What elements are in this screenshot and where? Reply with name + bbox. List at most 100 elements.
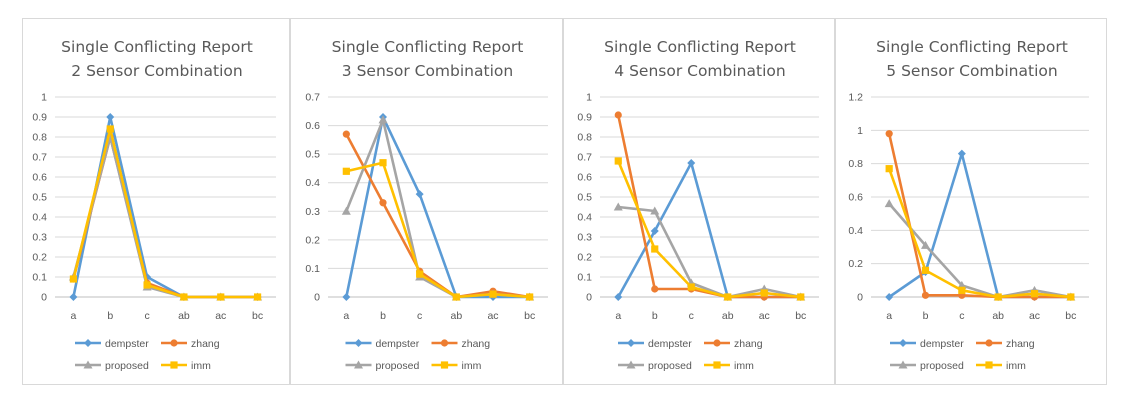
x-tick-label: bc [795, 310, 806, 322]
series-zhang [885, 130, 1075, 301]
data-point-imm [797, 293, 805, 301]
x-tick-label: ab [992, 310, 1004, 322]
legend-marker-imm [440, 361, 449, 369]
x-tick-label: bc [252, 310, 263, 322]
series-dempster [342, 113, 534, 301]
legend-item-proposed: proposed [618, 360, 692, 372]
legend-item-proposed: proposed [345, 360, 420, 372]
y-tick-label: 0.4 [32, 212, 47, 224]
y-tick-label: 1 [857, 125, 863, 137]
legend-label-proposed: proposed [376, 360, 420, 372]
data-point-proposed [613, 202, 623, 211]
y-tick-label: 0.6 [848, 192, 863, 204]
x-tick-label: c [959, 310, 964, 322]
legend-marker-dempster [84, 339, 92, 347]
series-line-dempster [345, 115, 531, 299]
y-tick-label: 0.5 [305, 149, 320, 161]
legend-marker-dempster [627, 339, 635, 347]
series-line-proposed [887, 202, 1073, 299]
series-line-zhang [887, 132, 1073, 299]
y-tick-label: 0.6 [577, 172, 592, 184]
series-line-dempster [887, 152, 1073, 299]
y-tick-label: 0 [857, 292, 863, 304]
y-tick-label: 1 [586, 92, 592, 104]
series-line-zhang [616, 113, 803, 299]
x-tick-label: ab [722, 310, 734, 322]
chart-panel-3: Single Conflicting Report 4 Sensor Combin… [563, 18, 835, 385]
data-point-imm [958, 286, 966, 294]
data-point-imm [526, 293, 534, 301]
y-tick-label: 0 [586, 292, 592, 304]
legend-label-imm: imm [1006, 360, 1026, 372]
y-tick-label: 1 [41, 92, 47, 104]
data-point-imm [416, 270, 424, 278]
series-line-dempster [72, 115, 259, 299]
y-tick-label: 0.1 [305, 263, 320, 275]
legend-item-imm: imm [431, 360, 482, 372]
legend-item-proposed: proposed [75, 360, 149, 372]
data-point-imm [1067, 293, 1075, 301]
y-tick-label: 0.2 [577, 252, 592, 264]
legend-marker-dempster [899, 339, 907, 347]
x-tick-label: ab [178, 310, 190, 322]
legend-label-proposed: proposed [105, 360, 149, 372]
x-tick-label: a [886, 310, 892, 322]
legend-marker-proposed [898, 360, 908, 369]
x-tick-label: ab [450, 310, 462, 322]
series-dempster [69, 113, 262, 301]
x-tick-label: a [70, 310, 76, 322]
chart-svg-4: Single Conflicting Report 5 Sensor Combin… [848, 38, 1089, 372]
y-tick-label: 0.8 [848, 158, 863, 170]
chart-title-line: 5 Sensor Combination [886, 62, 1057, 80]
legend-label-zhang: zhang [191, 338, 220, 350]
chart-panel-1: Single Conflicting Report 2 Sensor Combin… [22, 18, 290, 385]
data-point-imm [760, 289, 768, 297]
data-point-imm [921, 266, 930, 274]
y-tick-label: 0.3 [32, 232, 47, 244]
series-line-imm [345, 161, 531, 299]
data-point-imm [489, 290, 497, 298]
chart-title-line: Single Conflicting Report [604, 38, 796, 56]
data-point-imm [217, 293, 225, 301]
x-tick-label: a [343, 310, 349, 322]
x-tick-label: c [417, 310, 422, 322]
data-point-dempster [415, 190, 424, 199]
series-line-proposed [345, 118, 531, 299]
x-tick-label: ac [487, 310, 498, 322]
y-tick-label: 0 [41, 292, 47, 304]
legend-item-dempster: dempster [618, 338, 692, 350]
data-point-dempster [342, 293, 351, 301]
data-point-imm [143, 281, 151, 289]
legend-marker-proposed [354, 360, 363, 369]
y-tick-label: 0.4 [577, 212, 592, 224]
legend-label-dempster: dempster [376, 338, 420, 350]
chart-title-line: 2 Sensor Combination [71, 62, 242, 80]
x-tick-label: ac [1029, 310, 1040, 322]
x-tick-label: a [615, 310, 621, 322]
chart-title-line: Single Conflicting Report [332, 38, 524, 56]
legend-item-imm: imm [161, 360, 211, 372]
legend-marker-zhang [713, 339, 721, 347]
chart-svg-2: Single Conflicting Report 3 Sensor Combin… [305, 38, 548, 372]
data-point-zhang [651, 285, 659, 293]
data-point-dempster [106, 113, 115, 121]
y-tick-label: 0.6 [32, 172, 47, 184]
y-tick-label: 0.9 [577, 112, 592, 124]
data-point-proposed [650, 206, 660, 215]
data-point-imm [253, 293, 262, 301]
chart-title-line: Single Conflicting Report [61, 38, 253, 56]
data-point-zhang [342, 130, 350, 138]
x-tick-label: b [652, 310, 658, 322]
x-tick-label: b [380, 310, 386, 322]
legend-label-imm: imm [462, 360, 482, 372]
legend-label-proposed: proposed [920, 360, 964, 372]
data-point-imm [687, 283, 695, 291]
y-tick-label: 0.7 [32, 152, 47, 164]
series-dempster [885, 149, 1075, 301]
x-tick-label: bc [524, 310, 535, 322]
series-zhang [614, 111, 805, 301]
data-point-imm [1030, 290, 1039, 298]
data-point-proposed [884, 199, 894, 208]
chart-title-line: Single Conflicting Report [876, 38, 1068, 56]
series-line-imm [72, 127, 259, 299]
